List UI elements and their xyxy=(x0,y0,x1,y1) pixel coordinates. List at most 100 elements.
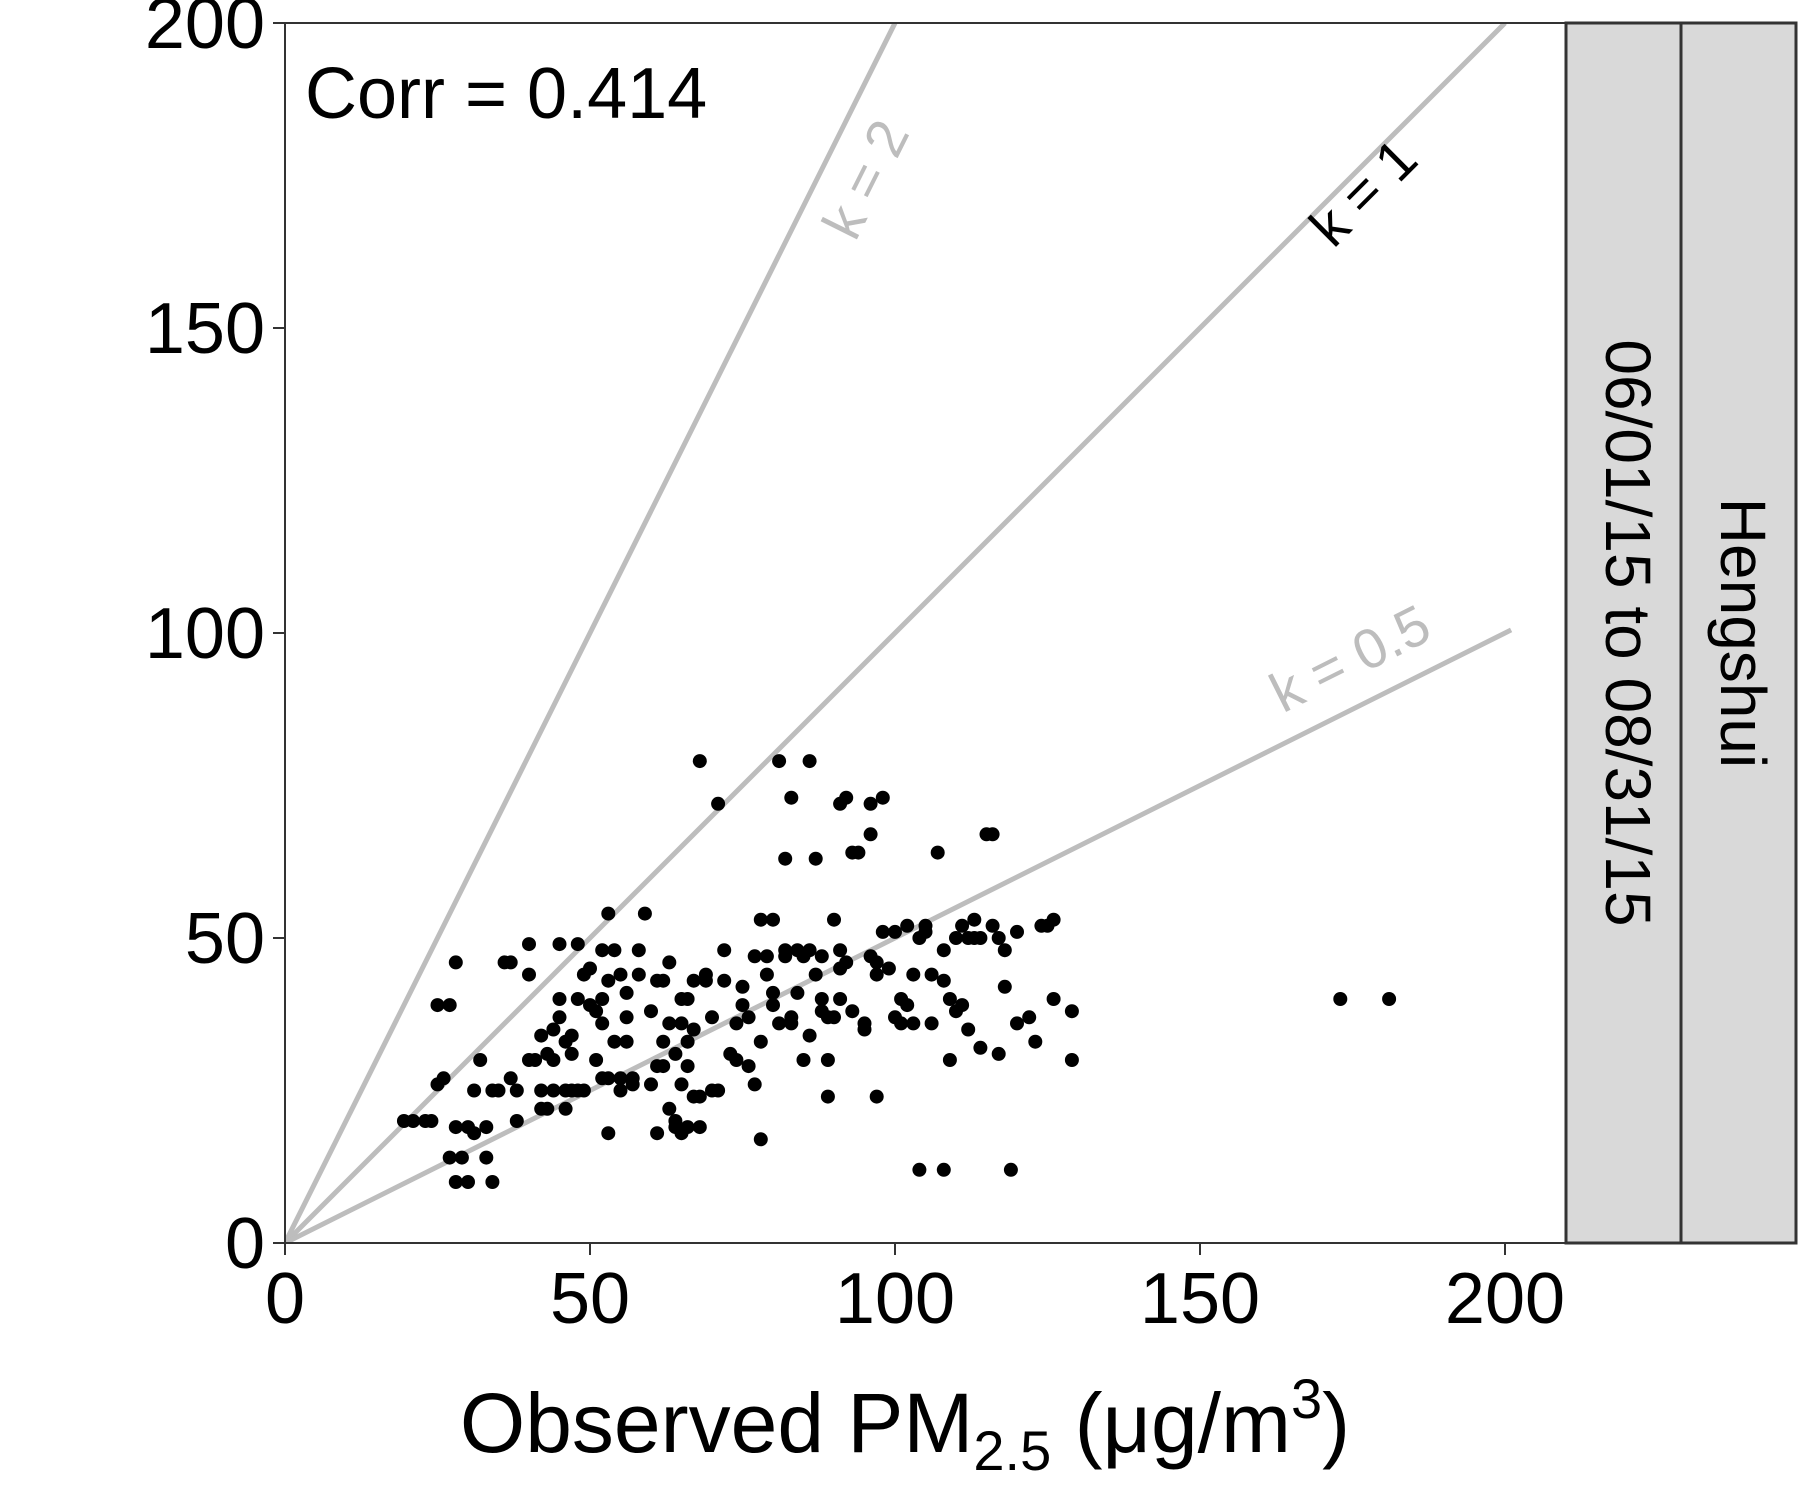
data-point xyxy=(900,918,915,933)
data-point xyxy=(711,1083,726,1098)
data-point xyxy=(790,985,805,1000)
data-point xyxy=(991,1046,1006,1061)
data-point xyxy=(680,1120,695,1135)
data-point xyxy=(729,1016,744,1031)
y-tick-label: 0 xyxy=(225,1204,265,1284)
data-point xyxy=(448,1120,463,1135)
data-point xyxy=(485,1175,500,1189)
data-point xyxy=(656,973,671,988)
data-point xyxy=(662,955,677,970)
data-point xyxy=(625,1077,640,1092)
data-point xyxy=(601,906,616,921)
data-point xyxy=(705,1010,719,1025)
data-point xyxy=(692,754,707,769)
y-tick-label: 150 xyxy=(145,289,265,369)
data-point xyxy=(1333,992,1348,1006)
data-points xyxy=(396,754,1397,1189)
data-point xyxy=(881,961,896,976)
data-point xyxy=(570,992,585,1006)
x-axis-title-superscript: 3 xyxy=(1291,1367,1322,1430)
data-point xyxy=(735,998,750,1013)
data-point xyxy=(619,1034,634,1049)
y-tick-label: 200 xyxy=(145,0,265,64)
data-point xyxy=(912,1162,927,1177)
data-point xyxy=(442,1150,457,1165)
data-point xyxy=(973,1040,988,1055)
data-point xyxy=(552,992,567,1006)
data-point xyxy=(522,937,536,952)
data-point xyxy=(546,1053,561,1067)
data-point xyxy=(448,955,463,970)
x-tick-label: 100 xyxy=(835,1259,955,1339)
data-point xyxy=(1010,1016,1024,1031)
data-point xyxy=(1064,1053,1079,1067)
data-point xyxy=(796,1053,811,1067)
data-point xyxy=(961,1022,976,1037)
data-point xyxy=(814,949,829,964)
x-tick-label: 200 xyxy=(1445,1259,1565,1339)
strip-date-range-label: 06/01/15 to 08/31/15 xyxy=(1592,339,1664,926)
data-point xyxy=(601,1126,616,1141)
data-point xyxy=(845,1004,860,1019)
y-tick-label: 50 xyxy=(185,899,265,979)
data-point xyxy=(601,1071,616,1086)
data-point xyxy=(509,1083,524,1098)
data-point xyxy=(741,1059,756,1074)
data-point xyxy=(576,1083,591,1098)
data-point xyxy=(784,1010,799,1025)
data-point xyxy=(680,992,695,1006)
data-point xyxy=(473,1053,488,1067)
data-point xyxy=(814,992,829,1006)
data-point xyxy=(442,998,457,1013)
data-point xyxy=(595,943,610,958)
data-point xyxy=(735,979,750,994)
data-point xyxy=(869,1089,884,1104)
data-point xyxy=(424,1114,439,1128)
data-point xyxy=(503,955,518,970)
data-point xyxy=(1064,1004,1079,1019)
data-point xyxy=(430,998,445,1013)
data-point xyxy=(741,1010,756,1025)
data-point xyxy=(546,1083,561,1098)
data-point xyxy=(656,1059,671,1074)
data-point xyxy=(717,943,732,958)
data-point xyxy=(607,1034,622,1049)
data-point xyxy=(772,754,787,769)
data-point xyxy=(595,992,610,1006)
data-point xyxy=(936,973,951,988)
data-point xyxy=(674,1016,689,1031)
data-point xyxy=(863,796,878,811)
data-point xyxy=(833,992,848,1006)
data-point xyxy=(564,1028,579,1043)
data-point xyxy=(991,931,1006,945)
strip-date-range xyxy=(1564,21,1683,1245)
data-point xyxy=(583,961,597,976)
data-point xyxy=(753,912,768,927)
data-point xyxy=(686,973,701,988)
data-point xyxy=(540,1101,555,1116)
data-point xyxy=(461,1120,475,1135)
data-point xyxy=(930,845,945,860)
data-point xyxy=(607,943,622,958)
data-point xyxy=(522,967,536,982)
data-point xyxy=(820,1053,835,1067)
data-point xyxy=(949,931,963,945)
x-axis-title-close: ) xyxy=(1322,1376,1350,1470)
data-point xyxy=(692,1120,707,1135)
data-point xyxy=(759,949,774,964)
data-point xyxy=(784,790,799,805)
correlation-annotation: Corr = 0.414 xyxy=(305,54,707,134)
y-tick-label: 100 xyxy=(145,594,265,674)
data-point xyxy=(802,754,817,769)
data-point xyxy=(839,790,854,805)
data-point xyxy=(851,845,866,860)
data-point xyxy=(552,1010,567,1025)
data-point xyxy=(955,918,970,933)
data-point xyxy=(619,985,634,1000)
data-point xyxy=(558,1101,573,1116)
data-point xyxy=(1003,1162,1018,1177)
data-point xyxy=(973,931,988,945)
data-point xyxy=(1010,924,1024,939)
data-point xyxy=(589,1004,604,1019)
